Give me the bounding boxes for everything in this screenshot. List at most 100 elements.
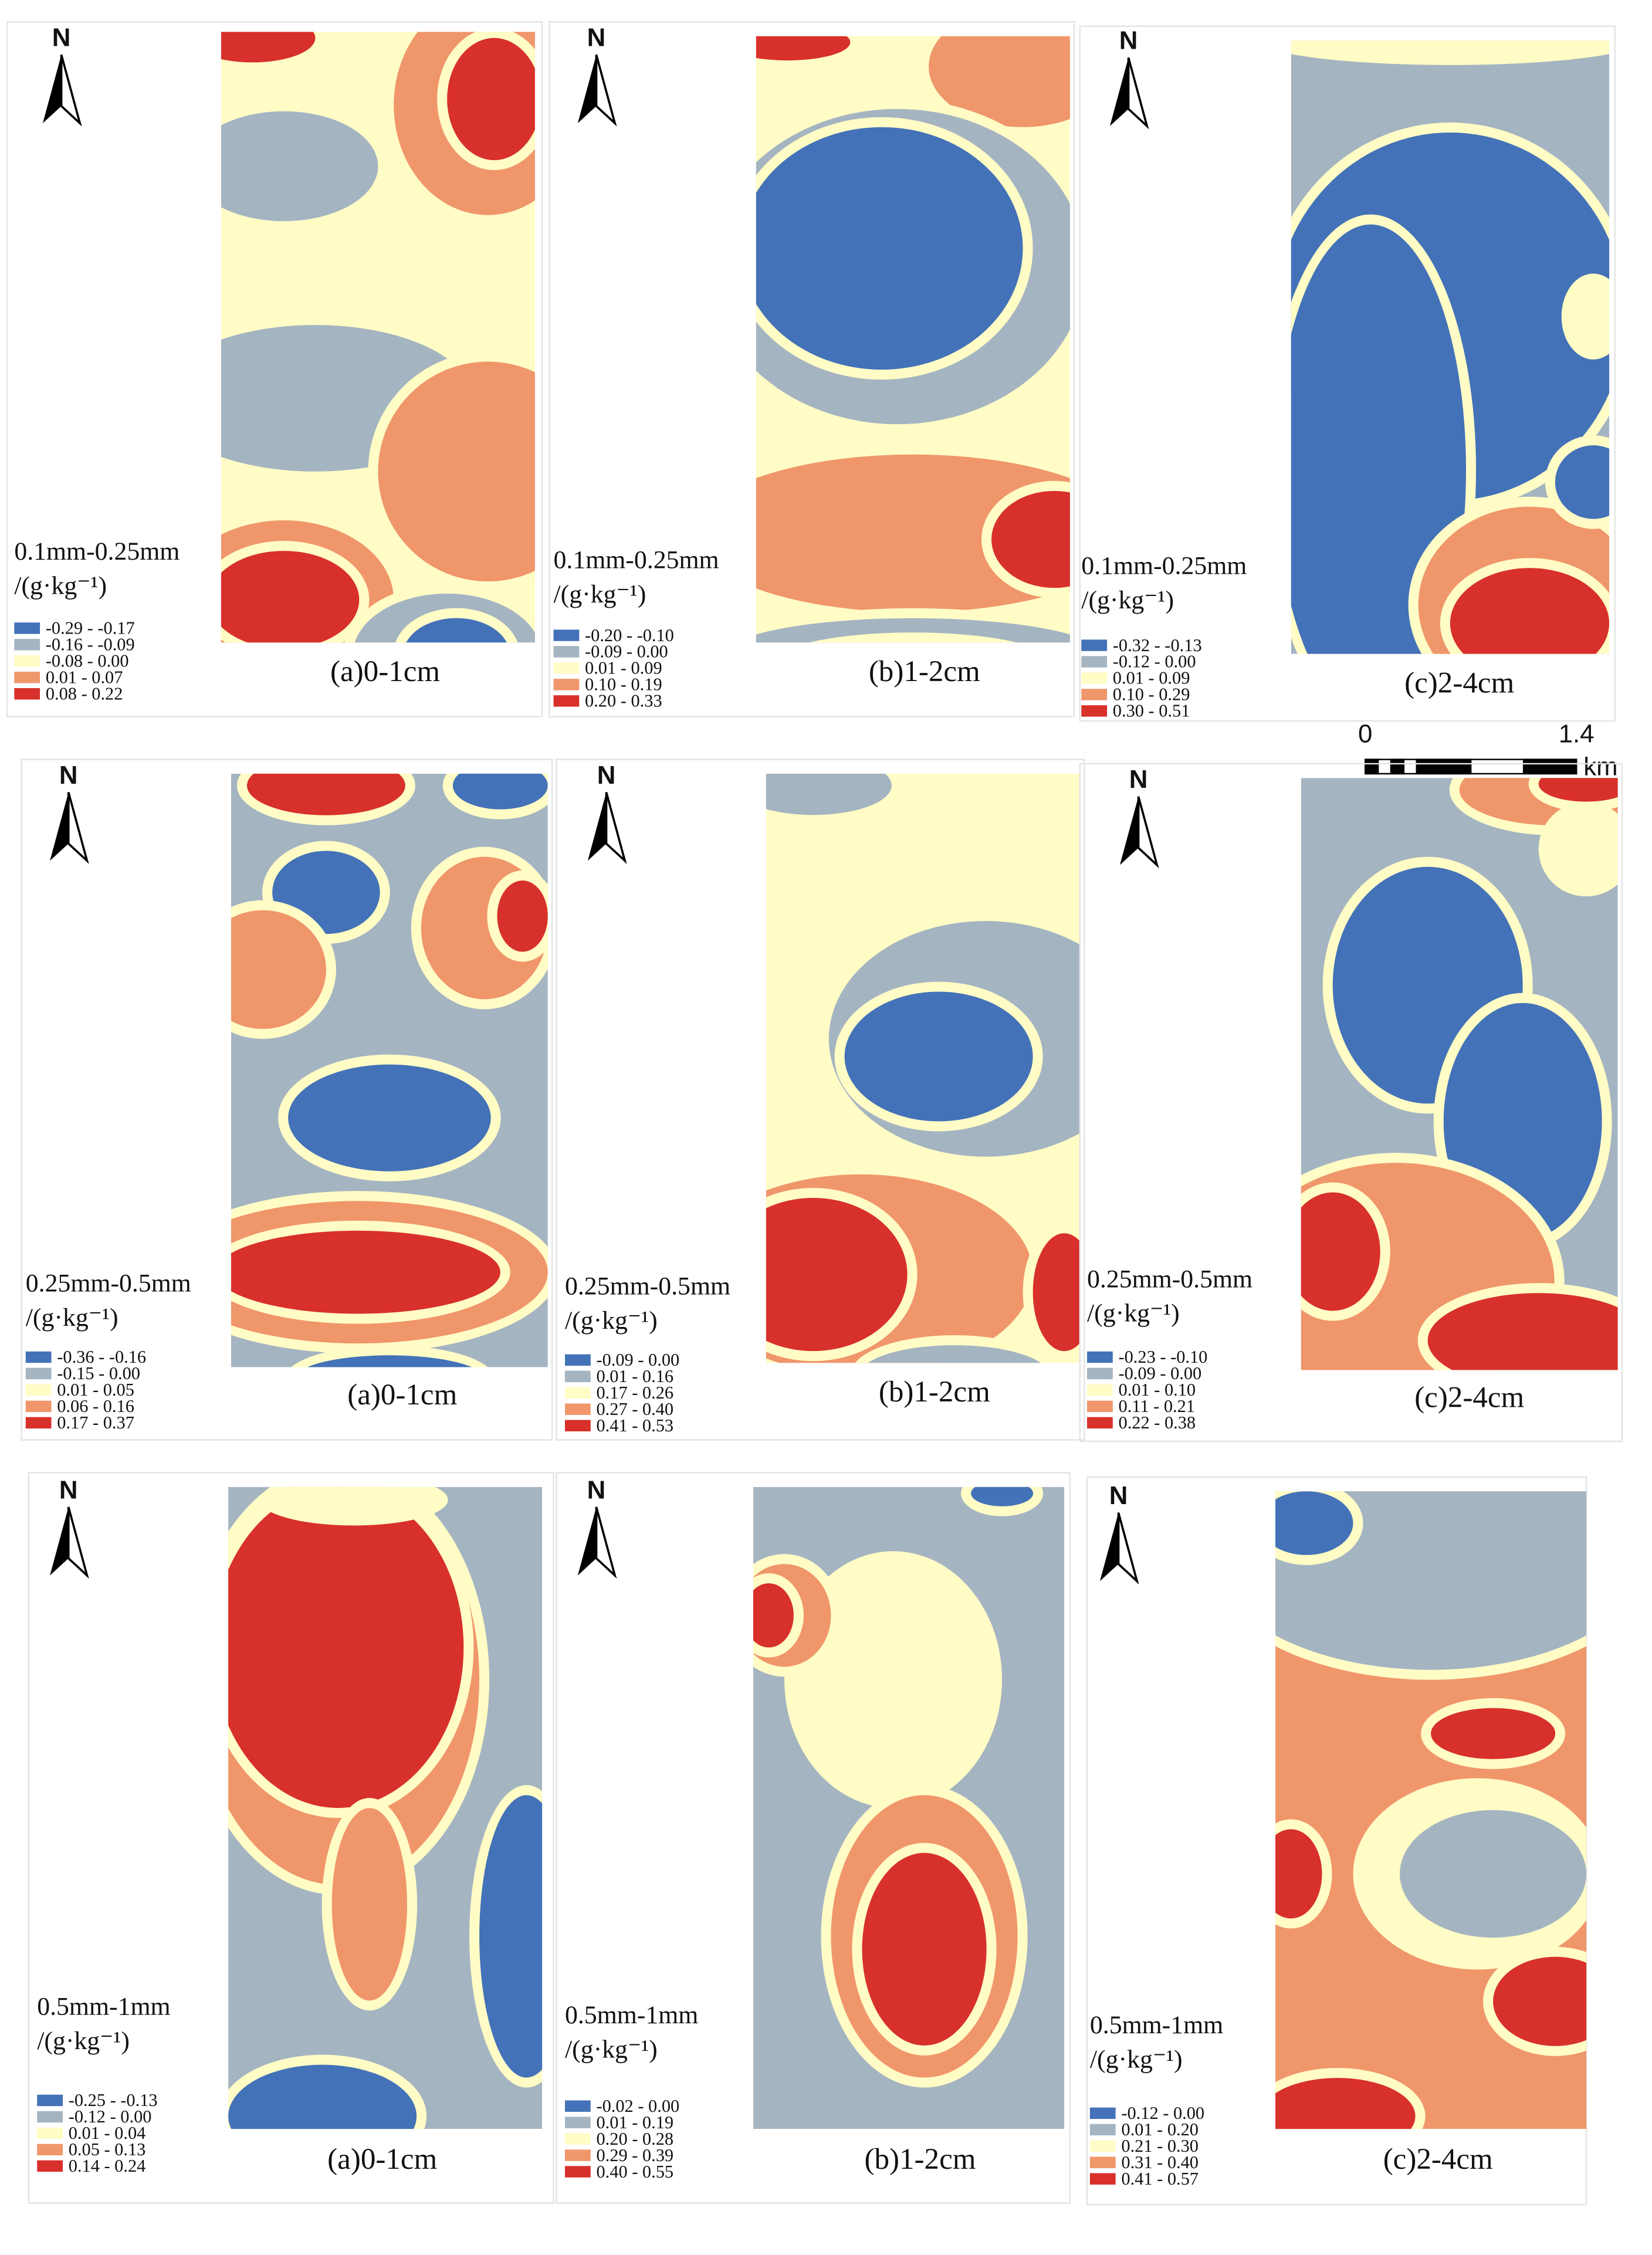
zone <box>331 1807 408 2001</box>
legend-swatch <box>553 646 580 658</box>
legend-label: 0.14 - 0.24 <box>69 2156 146 2176</box>
zone <box>221 551 360 643</box>
unit-label: /(g·kg⁻¹) <box>565 1306 658 1335</box>
legend-swatch <box>25 1400 52 1413</box>
caption: (b)1-2cm <box>869 655 980 688</box>
legend-swatch <box>1089 2140 1116 2152</box>
legend-swatch <box>25 1351 52 1363</box>
scale-unit: km <box>1583 752 1617 781</box>
legend-label: 0.10 - 0.29 <box>1113 685 1190 705</box>
legend-label: 0.11 - 0.21 <box>1119 1396 1196 1416</box>
north-arrow <box>587 792 607 861</box>
map <box>228 1487 543 2129</box>
zone <box>228 1487 464 1808</box>
legend-label: -0.23 - -0.10 <box>1119 1347 1208 1367</box>
map-panel: N 0.25mm-0.5mm /(g·kg⁻¹) -0.09 - 0.000.01 -… <box>556 759 1085 1441</box>
legend-swatch <box>564 2100 591 2112</box>
legend-swatch <box>553 695 580 707</box>
legend-swatch <box>25 1384 52 1396</box>
legend-swatch <box>564 1354 591 1366</box>
legend-swatch <box>564 1420 591 1431</box>
north-label: N <box>597 761 616 790</box>
zone <box>1301 1192 1380 1311</box>
zone <box>991 490 1070 588</box>
north-arrow <box>50 792 69 861</box>
north-label: N <box>587 1475 606 1504</box>
legend-swatch <box>37 2111 63 2123</box>
legend-swatch <box>25 1417 52 1429</box>
zone <box>307 1355 472 1367</box>
legend-label: 0.21 - 0.30 <box>1121 2136 1199 2156</box>
zone <box>221 32 316 63</box>
legend-label: -0.08 - 0.00 <box>46 651 129 671</box>
legend-swatch <box>1081 705 1108 717</box>
map <box>1301 778 1618 1370</box>
north-arrow <box>1137 796 1159 869</box>
zone <box>753 1583 794 1648</box>
legend-swatch <box>1081 656 1108 668</box>
panel-frame <box>21 759 553 1441</box>
legend-swatch <box>1087 1417 1113 1429</box>
north-arrow <box>1117 1512 1139 1584</box>
legend-label: 0.17 - 0.37 <box>57 1413 134 1433</box>
legend-swatch <box>1087 1400 1113 1413</box>
map <box>756 36 1070 643</box>
zone <box>406 618 507 643</box>
map-panel: N 0.1mm-0.25mm /(g·kg⁻¹) -0.20 - -0.10-0.09… <box>549 21 1075 717</box>
legend-label: 0.30 - 0.51 <box>1113 701 1190 721</box>
legend-swatch <box>564 2133 591 2145</box>
class-label: 0.25mm-0.5mm <box>1087 1265 1252 1293</box>
zone <box>479 1795 543 2078</box>
zone <box>862 1853 987 2046</box>
legend-swatch <box>564 2149 591 2161</box>
zone <box>452 773 548 810</box>
unit-label: /(g·kg⁻¹) <box>26 1303 119 1332</box>
zone <box>756 454 1070 612</box>
panel-frame <box>556 759 1085 1441</box>
legend-swatch <box>37 2127 63 2139</box>
legend-label: 0.01 - 0.19 <box>596 2112 673 2132</box>
legend-swatch <box>1087 1351 1113 1363</box>
zone <box>1291 224 1466 654</box>
north-arrow <box>1127 57 1149 130</box>
legend-label: 0.05 - 0.13 <box>69 2139 146 2159</box>
legend-label: 0.06 - 0.16 <box>57 1396 134 1416</box>
legend-label: -0.32 - -0.13 <box>1113 635 1202 655</box>
panel-frame <box>549 21 1075 717</box>
class-label: 0.1mm-0.25mm <box>1081 551 1247 580</box>
legend-swatch <box>564 1370 591 1383</box>
zone <box>246 773 405 815</box>
caption: (a)0-1cm <box>327 2142 437 2176</box>
legend-swatch <box>564 2166 591 2178</box>
legend-label: -0.12 - 0.00 <box>1113 652 1196 672</box>
zone <box>259 1487 448 1526</box>
north-arrow <box>67 1506 89 1579</box>
legend-label: 0.40 - 0.55 <box>596 2162 673 2182</box>
zone <box>231 1230 500 1314</box>
legend-label: -0.09 - 0.00 <box>596 1350 679 1370</box>
legend-label: 0.29 - 0.39 <box>596 2145 673 2165</box>
north-arrow <box>1099 1512 1119 1582</box>
class-label: 0.5mm-1mm <box>565 2001 698 2029</box>
unit-label: /(g·kg⁻¹) <box>1081 586 1174 614</box>
legend-label: 0.08 - 0.22 <box>46 683 123 703</box>
legend-swatch <box>553 629 580 641</box>
legend-label: -0.20 - -0.10 <box>585 625 674 645</box>
zone <box>1450 568 1610 654</box>
legend-swatch <box>25 1367 52 1380</box>
north-label: N <box>52 23 71 52</box>
zone <box>1555 445 1610 519</box>
north-arrow <box>605 792 627 864</box>
zone <box>378 361 535 582</box>
map-panel: N 0.25mm-0.5mm /(g·kg⁻¹) -0.23 - -0.10-0.09… <box>1079 763 1623 1443</box>
legend-swatch <box>37 2094 63 2107</box>
class-label: 0.1mm-0.25mm <box>14 537 180 566</box>
scale-bar <box>1364 759 1577 775</box>
legend-label: 0.01 - 0.05 <box>57 1380 134 1400</box>
north-arrow <box>1109 57 1129 126</box>
unit-label: /(g·kg⁻¹) <box>1087 1299 1180 1328</box>
legend-swatch <box>14 639 40 651</box>
legend-label: 0.22 - 0.38 <box>1119 1413 1196 1433</box>
north-arrow <box>595 54 617 127</box>
legend-label: 0.20 - 0.33 <box>585 691 662 711</box>
